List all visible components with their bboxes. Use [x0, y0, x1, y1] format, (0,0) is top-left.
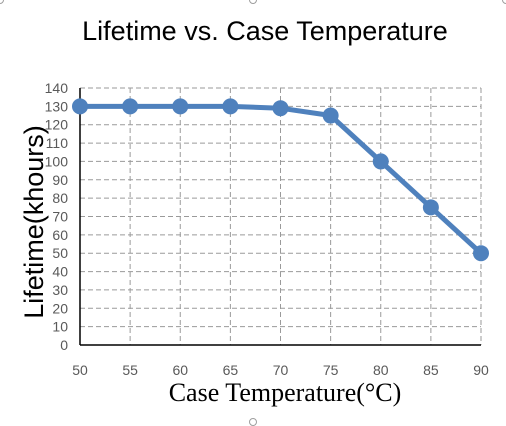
x-axis-title: Case Temperature(°C) — [168, 378, 402, 407]
y-tick-label: 20 — [52, 300, 68, 316]
y-tick-label: 70 — [52, 209, 68, 225]
resize-handle-top-right[interactable] — [502, 0, 506, 4]
data-point — [222, 98, 239, 115]
data-point — [72, 98, 88, 115]
y-tick-label: 130 — [45, 98, 69, 114]
data-point — [372, 153, 389, 170]
x-tick-label: 70 — [273, 362, 289, 378]
series-group — [72, 98, 489, 262]
chart-title: Lifetime vs. Case Temperature — [82, 16, 448, 46]
y-tick-label: 60 — [52, 227, 68, 243]
data-point — [422, 199, 439, 216]
x-tick-label: 80 — [373, 362, 389, 378]
x-tick-label: 50 — [72, 362, 88, 378]
y-tick-label: 90 — [52, 172, 68, 188]
x-tick-label: 75 — [323, 362, 339, 378]
data-point — [272, 100, 289, 117]
y-tick-label: 140 — [45, 80, 69, 96]
tick-labels: 0 10 20 30 40 50 60 70 80 90 100 110 120 130 140 50 55 60… — [45, 80, 489, 378]
y-tick-label: 40 — [52, 264, 68, 280]
y-tick-label: 100 — [45, 153, 69, 169]
y-tick-label: 80 — [52, 190, 68, 206]
gridlines — [80, 87, 482, 345]
x-tick-label: 85 — [423, 362, 439, 378]
data-point — [322, 107, 339, 124]
axes — [79, 88, 481, 346]
y-tick-label: 120 — [45, 117, 69, 133]
y-tick-label: 0 — [60, 337, 68, 353]
y-tick-label: 110 — [46, 135, 69, 151]
data-point — [172, 98, 189, 115]
data-point — [122, 98, 139, 115]
y-tick-label: 30 — [52, 282, 68, 298]
data-point — [473, 245, 489, 262]
x-tick-label: 60 — [172, 362, 188, 378]
x-tick-label: 65 — [223, 362, 239, 378]
y-tick-label: 50 — [52, 245, 68, 261]
y-tick-label: 10 — [52, 319, 68, 335]
x-tick-label: 55 — [122, 362, 138, 378]
x-tick-label: 90 — [473, 362, 489, 378]
